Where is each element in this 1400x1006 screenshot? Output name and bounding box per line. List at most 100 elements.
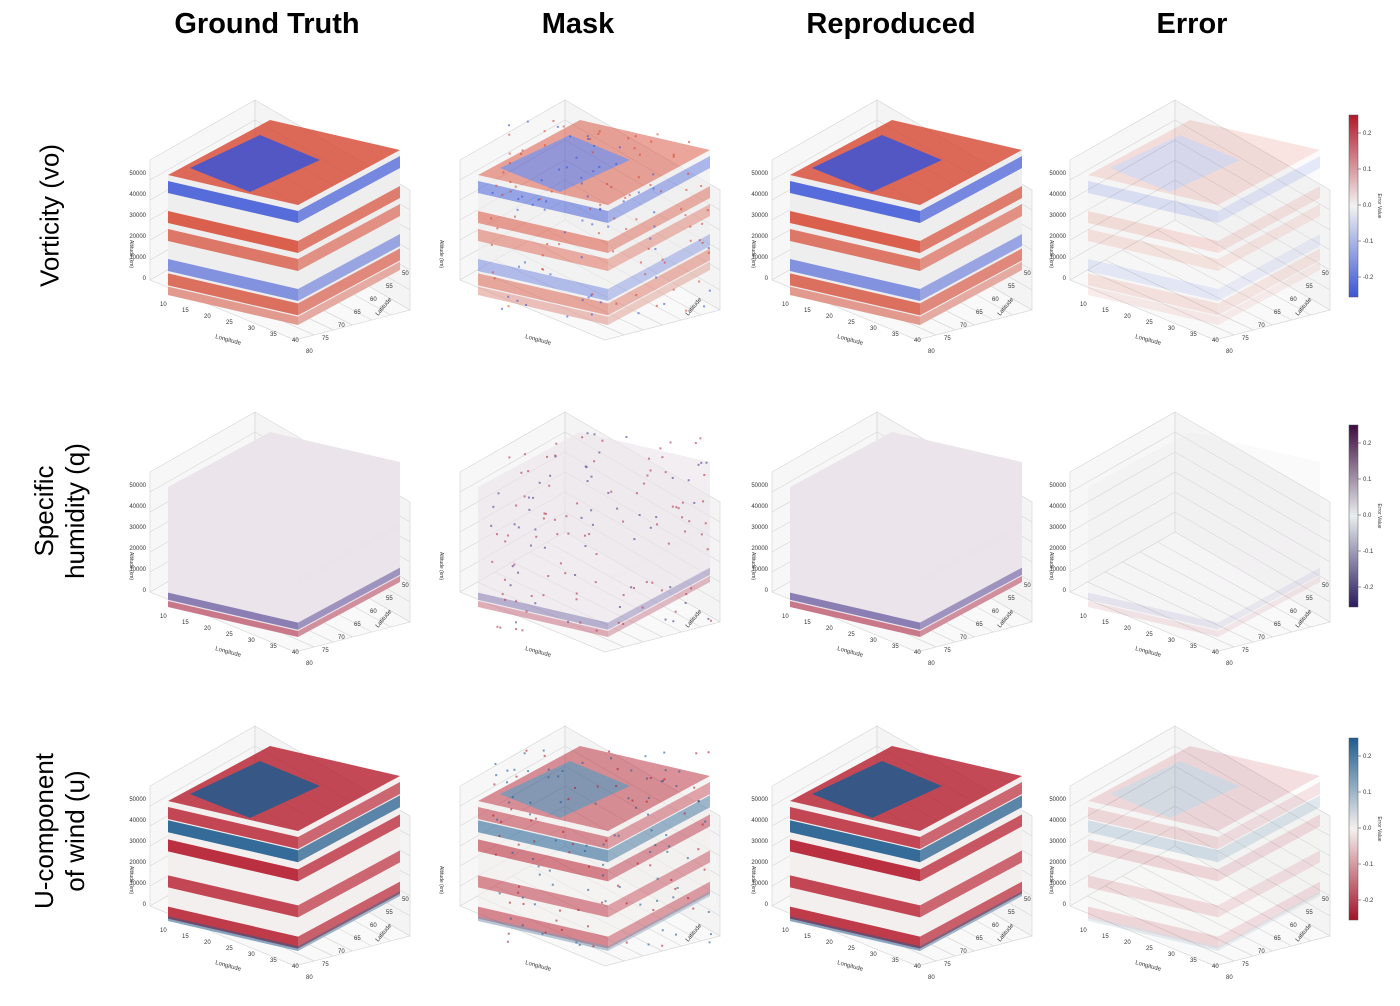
voxel-dot: [709, 933, 712, 936]
voxel-dot: [591, 523, 594, 526]
voxel-dot: [533, 840, 536, 843]
voxel-dot: [684, 214, 687, 217]
voxel-dot: [532, 858, 535, 861]
voxel-dot: [514, 628, 517, 631]
band-side: [1218, 219, 1320, 287]
altitude-axis-label: Altitude (km): [438, 552, 444, 580]
grid-line: [1174, 159, 1331, 251]
voxel-dot: [586, 432, 589, 435]
voxel-dot: [605, 839, 608, 842]
voxel-dot: [703, 474, 706, 477]
voxel-dot: [535, 535, 538, 538]
band-side: [298, 186, 400, 253]
voxel-dot: [681, 516, 684, 519]
voxel-dot: [495, 774, 498, 777]
voxel-dot: [568, 851, 571, 854]
band-side: [608, 850, 710, 918]
voxel-dot: [586, 925, 589, 928]
latitude-tick-label: 55: [1008, 910, 1015, 916]
altitude-tick-label: 50000: [129, 797, 146, 803]
voxel-dot: [660, 780, 663, 783]
voxel-dot: [522, 902, 525, 905]
longitude-axis-label: Longitude: [214, 646, 242, 659]
top-face: [1088, 120, 1320, 205]
latitude-tick-label: 70: [960, 635, 967, 641]
band-front: [168, 916, 298, 951]
voxel-dot: [675, 785, 678, 788]
latitude-tick-label: 80: [928, 975, 935, 981]
altitude-tick-label: 10000: [129, 567, 146, 573]
voxel-dot: [516, 208, 519, 211]
voxel-dot: [689, 225, 692, 228]
voxel-dot: [681, 501, 684, 504]
voxel-dot: [500, 820, 503, 823]
longitude-tick-label: 10: [160, 302, 167, 308]
cube-plot: 0 10000 20000 30000 40000 50000 10 15 20 25 30 35 40…: [128, 411, 411, 667]
colorbar-u-wind: 0.2 0.1 0.0 -0.1 -0.2 Error Value: [1346, 737, 1396, 938]
altitude-tick-label: 40000: [129, 818, 146, 824]
voxel-dot: [542, 517, 545, 520]
voxel-dot: [672, 288, 675, 291]
voxel-dot: [541, 932, 544, 935]
band-front: [1088, 196, 1218, 239]
cube-panel: 0 10000 20000 30000 40000 50000 10 15 20 25 30 35 40…: [742, 706, 1042, 1006]
altitude-tick-label: 10000: [1049, 567, 1066, 573]
voxel-dot: [530, 819, 533, 822]
band-front: [478, 807, 608, 849]
voxel-dot: [601, 874, 604, 877]
band-side: [1218, 782, 1320, 849]
voxel-dot: [645, 800, 648, 803]
voxel-dot: [649, 469, 652, 472]
longitude-tick-label: 20: [1124, 314, 1131, 320]
voxel-dot: [527, 496, 530, 499]
voxel-dot: [615, 302, 618, 305]
voxel-dot: [517, 265, 520, 268]
latitude-tick-label: 70: [1258, 635, 1265, 641]
longitude-tick-label: 25: [226, 632, 233, 638]
band-side: [1218, 261, 1320, 325]
voxel-dot: [581, 761, 584, 764]
band-side: [298, 204, 400, 271]
voxel-dot: [531, 203, 534, 206]
voxel-dot: [526, 120, 529, 123]
band-side: [608, 795, 710, 863]
voxel-dot: [501, 193, 504, 196]
voxel-dot: [652, 187, 655, 190]
voxel-dot: [589, 138, 592, 141]
band-side: [920, 567, 1022, 630]
voxel-dot: [647, 813, 650, 816]
front-face: [1088, 487, 1218, 637]
voxel-dot: [525, 304, 528, 307]
voxel-dot: [508, 162, 511, 165]
voxel-dot: [687, 172, 690, 175]
latitude-tick-label: 60: [992, 609, 999, 615]
longitude-axis-label: Longitude: [1134, 334, 1162, 347]
voxel-dot: [697, 463, 700, 466]
voxel-dot: [549, 474, 552, 477]
band-front: [168, 273, 298, 316]
band-side: [608, 782, 710, 849]
voxel-dot: [517, 891, 520, 894]
side-face: [608, 150, 710, 325]
voxel-dot: [557, 775, 560, 778]
voxel-dot: [708, 941, 711, 944]
voxel-dot: [515, 504, 518, 507]
voxel-dot: [588, 865, 591, 868]
top-face: [478, 432, 710, 517]
band-side: [920, 234, 1022, 301]
voxel-dot: [607, 491, 610, 494]
colorbar-tick-label: 0.0: [1363, 513, 1372, 519]
top-face: [1088, 746, 1320, 831]
band-front: [478, 273, 608, 316]
latitude-tick-label: 50: [1322, 583, 1329, 589]
voxel-dot: [701, 241, 704, 244]
band-front: [478, 244, 608, 287]
voxel-dot: [541, 254, 544, 257]
latitude-tick-label: 65: [354, 310, 361, 316]
band-front: [168, 196, 298, 239]
latitude-tick-label: 60: [370, 297, 377, 303]
latitude-tick-label: 50: [1024, 271, 1031, 277]
altitude-axis-label: Altitude (km): [438, 866, 444, 894]
grid-line: [1069, 491, 1176, 553]
band-side: [298, 567, 400, 630]
